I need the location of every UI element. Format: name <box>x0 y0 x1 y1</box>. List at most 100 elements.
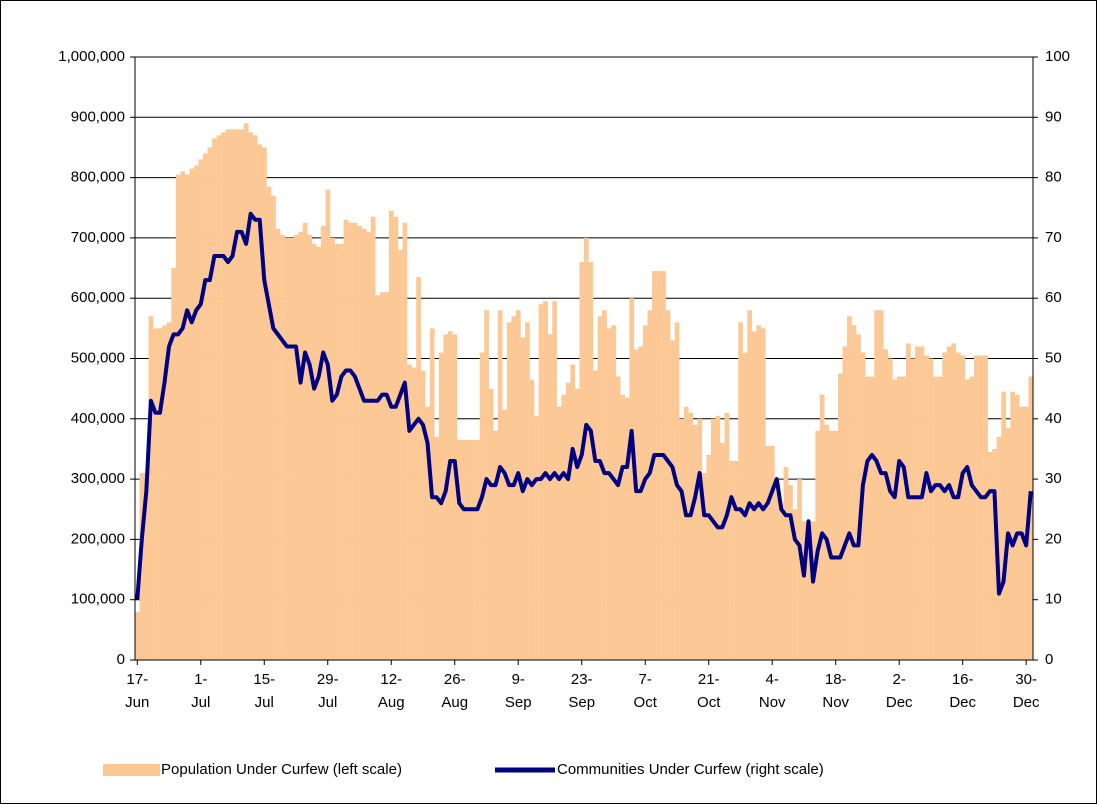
bar <box>180 171 186 660</box>
bar <box>792 509 798 660</box>
bar <box>212 138 217 660</box>
bar <box>674 322 680 660</box>
bar <box>983 355 988 660</box>
bar <box>398 249 403 660</box>
bar <box>937 376 943 660</box>
bar <box>162 325 167 660</box>
bar <box>189 168 195 660</box>
bar <box>801 521 807 660</box>
bar <box>629 298 635 660</box>
bar <box>248 132 254 660</box>
bar <box>597 316 603 660</box>
bar <box>642 325 648 660</box>
bar <box>810 521 816 660</box>
bar <box>701 473 707 660</box>
bar <box>166 322 172 660</box>
bar <box>275 228 281 661</box>
bar <box>375 295 381 660</box>
bar <box>221 132 226 660</box>
legend-label: Population Under Curfew (left scale) <box>161 761 402 778</box>
bar <box>928 358 934 660</box>
bar <box>574 388 580 660</box>
y-tick-label: 0 <box>117 651 125 668</box>
bar <box>352 222 358 660</box>
bar <box>407 364 412 660</box>
bar <box>874 310 879 660</box>
bar <box>225 129 231 661</box>
bar <box>534 415 539 660</box>
bar <box>420 370 426 660</box>
bar <box>461 439 467 660</box>
x-tick-label: 29-Jul <box>317 671 339 711</box>
bar <box>157 328 163 660</box>
bar <box>633 349 639 660</box>
bar <box>679 418 684 660</box>
bar <box>144 473 149 660</box>
y2-tick-label: 80 <box>1045 169 1062 186</box>
bar <box>502 409 508 660</box>
bar <box>330 237 335 660</box>
bar <box>153 328 158 660</box>
bar <box>447 331 453 660</box>
bar <box>366 231 372 660</box>
x-tick-label: 9-Sep <box>505 671 532 711</box>
bar <box>234 129 240 661</box>
bar <box>497 310 503 660</box>
bar <box>203 153 208 661</box>
bar <box>652 271 657 660</box>
bar <box>951 343 957 660</box>
y2-tick-label: 50 <box>1045 349 1062 366</box>
bar <box>488 388 494 660</box>
bar <box>833 430 839 660</box>
bar <box>252 135 258 660</box>
bar <box>307 234 313 660</box>
bar <box>529 379 535 660</box>
bar <box>298 231 304 660</box>
y-tick-label: 200,000 <box>71 530 125 547</box>
bar <box>883 349 889 660</box>
bar <box>525 322 530 660</box>
bar <box>892 379 898 660</box>
bar <box>670 340 675 660</box>
bar <box>647 310 653 660</box>
bar <box>316 246 322 660</box>
bar <box>257 144 263 660</box>
x-tick-label: 18-Nov <box>822 671 849 711</box>
bar <box>847 316 852 660</box>
bar <box>760 328 766 660</box>
bar <box>602 310 607 660</box>
bar <box>266 186 272 660</box>
bar <box>175 174 181 660</box>
bar <box>584 237 589 660</box>
bar <box>343 219 349 660</box>
bar <box>493 430 499 660</box>
bar <box>828 430 834 660</box>
bar <box>697 418 703 660</box>
bar <box>411 367 417 660</box>
bar <box>856 334 861 660</box>
bar <box>992 448 997 660</box>
bar <box>261 147 267 660</box>
x-tick-label: 21-Oct <box>697 671 721 711</box>
bar <box>865 376 870 660</box>
bar <box>724 412 730 660</box>
y-tick-label: 100,000 <box>71 591 125 608</box>
bar <box>688 412 694 660</box>
bar <box>955 352 961 660</box>
bar <box>425 406 430 660</box>
x-tick-label: 2-Dec <box>886 671 913 711</box>
bar <box>289 237 294 660</box>
bar <box>964 379 970 660</box>
bar <box>924 355 929 660</box>
y2-tick-label: 40 <box>1045 410 1062 427</box>
y-tick-label: 900,000 <box>71 108 125 125</box>
bar <box>933 376 938 660</box>
bar <box>683 406 689 660</box>
bar <box>470 439 476 660</box>
bar <box>393 216 399 661</box>
bar <box>783 467 789 660</box>
bar <box>733 461 739 660</box>
bar <box>334 243 340 660</box>
bar <box>284 237 290 660</box>
